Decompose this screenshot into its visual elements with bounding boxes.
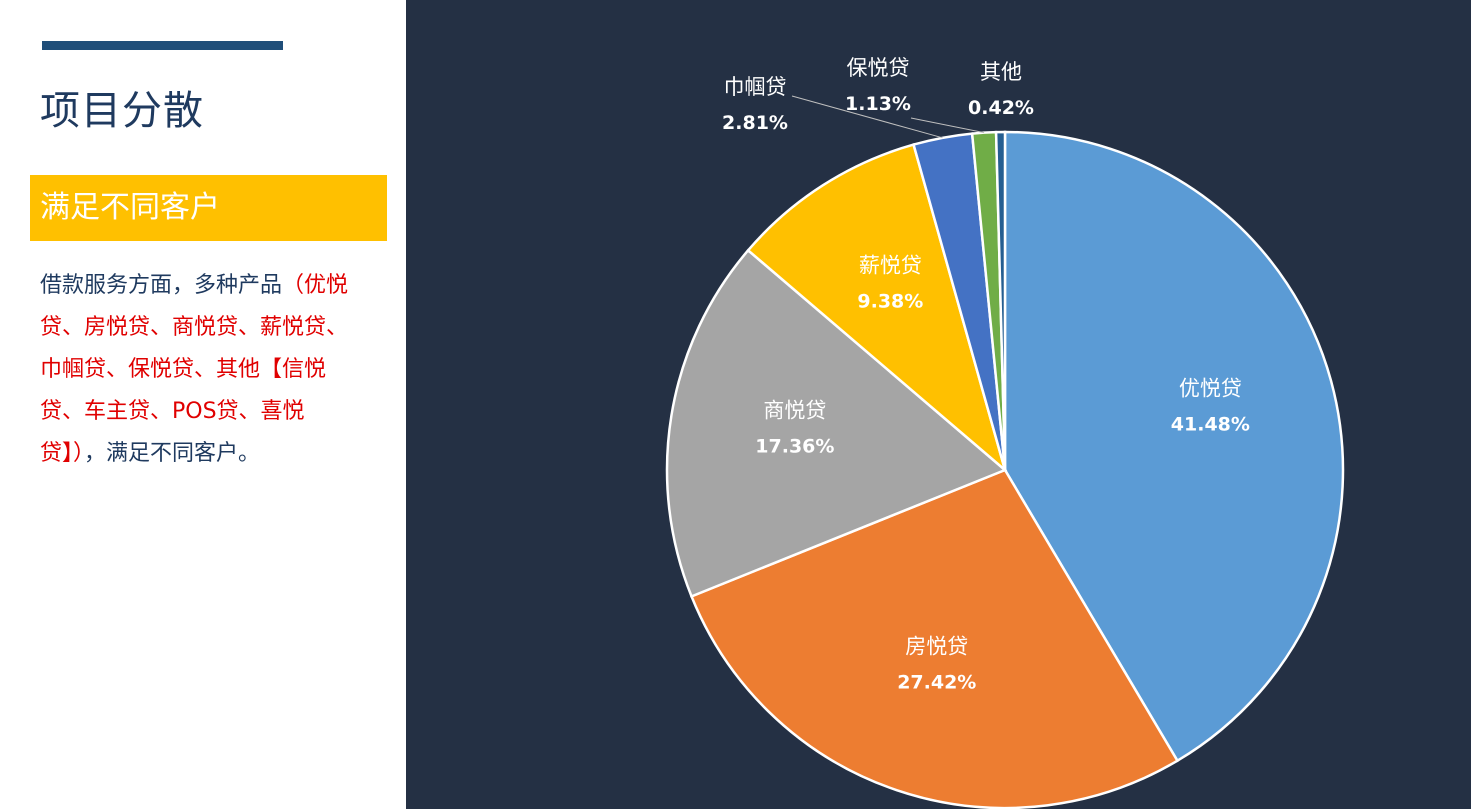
slice-label-商悦贷: 商悦贷	[763, 399, 826, 423]
pie-chart: 优悦贷 41.48% 房悦贷 27.42% 商悦贷 17.36% 薪悦贷 9.38% 巾帼贷 2.…	[665, 56, 1345, 809]
description-part-3: ，满足不同客户。	[84, 441, 261, 466]
slice-label-房悦贷: 房悦贷	[905, 635, 968, 659]
slice-label-保悦贷: 保悦贷	[847, 56, 910, 80]
description-part-1: 借款服务方面，多种产品	[40, 273, 283, 298]
description-product-list: （优悦贷、房悦贷、商悦贷、薪悦贷、巾帼贷、保悦贷、其他【信悦贷、车主贷、POS贷…	[40, 273, 349, 466]
left-panel: 项目分散 满足不同客户 借款服务方面，多种产品（优悦贷、房悦贷、商悦贷、薪悦贷、…	[0, 0, 406, 809]
slice-label-优悦贷: 优悦贷	[1179, 377, 1242, 401]
pie-slice-商悦贷	[665, 248, 1008, 599]
leader-line-保悦贷	[910, 117, 985, 134]
slice-value-其他: 0.42%	[968, 97, 1034, 119]
subtitle-banner: 满足不同客户	[30, 175, 387, 241]
slice-value-保悦贷: 1.13%	[845, 93, 911, 115]
pie-slice-房悦贷	[689, 468, 1180, 809]
slice-value-商悦贷: 17.36%	[755, 436, 834, 458]
slice-value-优悦贷: 41.48%	[1171, 414, 1250, 436]
slice-label-其他: 其他	[980, 60, 1022, 84]
slice-value-巾帼贷: 2.81%	[722, 112, 788, 134]
pie-slice-其他	[994, 130, 1007, 471]
slice-label-巾帼贷: 巾帼贷	[724, 75, 787, 99]
pie-slice-薪悦贷	[746, 143, 1008, 474]
page-title: 项目分散	[40, 88, 204, 134]
title-accent-bar	[42, 41, 283, 50]
slice-value-薪悦贷: 9.38%	[857, 291, 923, 313]
pie-slice-优悦贷	[1003, 130, 1345, 763]
slice-label-薪悦贷: 薪悦贷	[859, 254, 922, 278]
slice-value-房悦贷: 27.42%	[897, 672, 976, 694]
description-text: 借款服务方面，多种产品（优悦贷、房悦贷、商悦贷、薪悦贷、巾帼贷、保悦贷、其他【信…	[40, 265, 360, 475]
chart-panel: 优悦贷 41.48% 房悦贷 27.42% 商悦贷 17.36% 薪悦贷 9.38% 巾帼贷 2.…	[406, 0, 1471, 809]
leader-line-巾帼贷	[791, 95, 943, 139]
